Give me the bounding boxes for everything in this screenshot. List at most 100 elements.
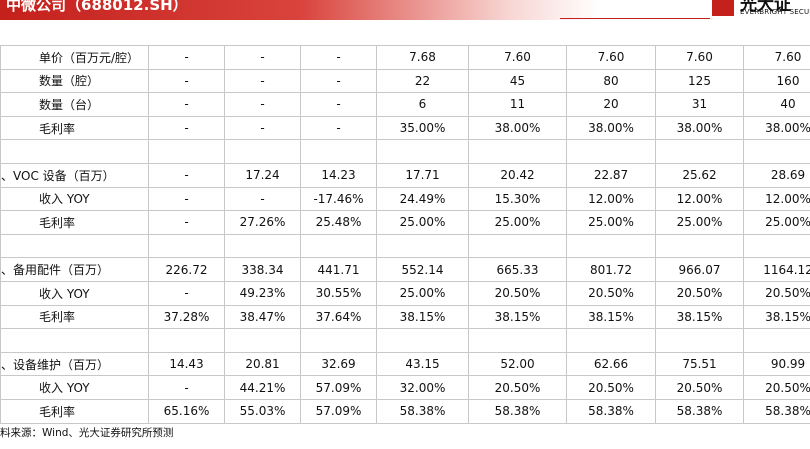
cell: -: [300, 45, 377, 70]
cell: [743, 328, 810, 353]
cell: 160: [743, 68, 810, 94]
forecast-table: 单价（百万元/腔） - - -7.68 7.60 7.60 7.60 7.60 数量（腔） - - -…: [0, 45, 810, 424]
cell: 801.72: [566, 257, 656, 282]
cell: 7.68: [376, 45, 469, 70]
row-label: 、VOC 设备（百万）: [0, 162, 149, 188]
cell: 62.66: [566, 351, 656, 377]
cell: 1164.12: [743, 257, 810, 282]
cell: 12.00%: [566, 186, 656, 212]
table-row: [0, 139, 810, 164]
cell: 58.38%: [655, 398, 744, 424]
cell: 58.38%: [468, 398, 567, 424]
cell: 58.38%: [743, 398, 810, 424]
cell: -17.46%: [300, 186, 377, 212]
cell: 20.50%: [655, 280, 744, 306]
cell: -: [148, 280, 225, 306]
cell: -: [224, 92, 301, 117]
cell: [566, 328, 656, 353]
row-label: 单价（百万元/腔）: [0, 45, 149, 70]
cell: 35.00%: [376, 115, 469, 141]
cell: 38.00%: [566, 115, 656, 141]
cell: 226.72: [148, 257, 225, 282]
table-row: 数量（腔） - - -22 45 80 125 160: [0, 68, 810, 94]
cell: 22.87: [566, 162, 656, 188]
table-row: [0, 328, 810, 353]
cell: 38.15%: [655, 304, 744, 330]
cell: -: [224, 186, 301, 212]
cell: [224, 233, 301, 259]
cell: [148, 139, 225, 164]
cell: 125: [655, 68, 744, 94]
cell: [300, 328, 377, 353]
cell: 20.50%: [566, 375, 656, 400]
cell: -: [148, 186, 225, 212]
cell: 20.50%: [468, 375, 567, 400]
cell: 37.64%: [300, 304, 377, 330]
cell: 20.50%: [743, 375, 810, 400]
cell: 58.38%: [376, 398, 469, 424]
row-label: 毛利率: [0, 210, 149, 235]
cell: 25.62: [655, 162, 744, 188]
row-label: [0, 233, 149, 259]
cell: [743, 139, 810, 164]
cell: 11: [468, 92, 567, 117]
table-row: 毛利率 - - -35.00% 38.00% 38.00% 38.00% 38.00%: [0, 115, 810, 141]
table-row: 、VOC 设备（百万） -17.24 14.23 17.71 20.42 22.87 25.…: [0, 162, 810, 188]
header-banner: [0, 0, 600, 20]
cell: 27.26%: [224, 210, 301, 235]
row-label: 毛利率: [0, 398, 149, 424]
cell: [224, 139, 301, 164]
cell: 7.60: [566, 45, 656, 70]
cell: 20.42: [468, 162, 567, 188]
cell: 32.69: [300, 351, 377, 377]
cell: 40: [743, 92, 810, 117]
cell: 44.21%: [224, 375, 301, 400]
header-title: 中微公司（688012.SH）: [6, 0, 188, 14]
cell: [300, 139, 377, 164]
row-label: 收入 YOY: [0, 280, 149, 306]
cell: -: [224, 45, 301, 70]
row-label: 、备用配件（百万）: [0, 257, 149, 282]
row-label: 毛利率: [0, 115, 149, 141]
cell: [566, 233, 656, 259]
cell: 57.09%: [300, 398, 377, 424]
cell: 7.60: [468, 45, 567, 70]
row-label: 收入 YOY: [0, 375, 149, 400]
cell: 57.09%: [300, 375, 377, 400]
cell: 90.99: [743, 351, 810, 377]
cell: 12.00%: [655, 186, 744, 212]
cell: -: [224, 68, 301, 94]
cell: [468, 328, 567, 353]
cell: 25.00%: [376, 210, 469, 235]
cell: 25.00%: [468, 210, 567, 235]
cell: 49.23%: [224, 280, 301, 306]
cell: [300, 233, 377, 259]
cell: 25.00%: [655, 210, 744, 235]
row-label: 毛利率: [0, 304, 149, 330]
cell: 58.38%: [566, 398, 656, 424]
cell: [655, 139, 744, 164]
cell: [148, 328, 225, 353]
table-row: 毛利率 37.28% 38.47% 37.64% 38.15% 38.15% 38.15% 3…: [0, 304, 810, 330]
cell: [743, 233, 810, 259]
cell: 38.15%: [743, 304, 810, 330]
cell: 80: [566, 68, 656, 94]
cell: 43.15: [376, 351, 469, 377]
row-label: 收入 YOY: [0, 186, 149, 212]
cell: 38.00%: [655, 115, 744, 141]
cell: 552.14: [376, 257, 469, 282]
row-label: 数量（腔）: [0, 68, 149, 94]
cell: 38.47%: [224, 304, 301, 330]
cell: [655, 328, 744, 353]
cell: [224, 328, 301, 353]
table-row: 毛利率 -27.26% 25.48% 25.00% 25.00% 25.00% 25.00%…: [0, 210, 810, 235]
cell: 25.00%: [743, 210, 810, 235]
cell: -: [148, 210, 225, 235]
table-row: 单价（百万元/腔） - - -7.68 7.60 7.60 7.60 7.60: [0, 45, 810, 70]
cell: -: [148, 92, 225, 117]
cell: 55.03%: [224, 398, 301, 424]
source-note: 料来源：Wind、光大证券研究所预测: [0, 427, 174, 439]
table-row: 、备用配件（百万） 226.72 338.34 441.71 552.14 665.33 8…: [0, 257, 810, 282]
cell: 20.81: [224, 351, 301, 377]
row-label: 数量（台）: [0, 92, 149, 117]
